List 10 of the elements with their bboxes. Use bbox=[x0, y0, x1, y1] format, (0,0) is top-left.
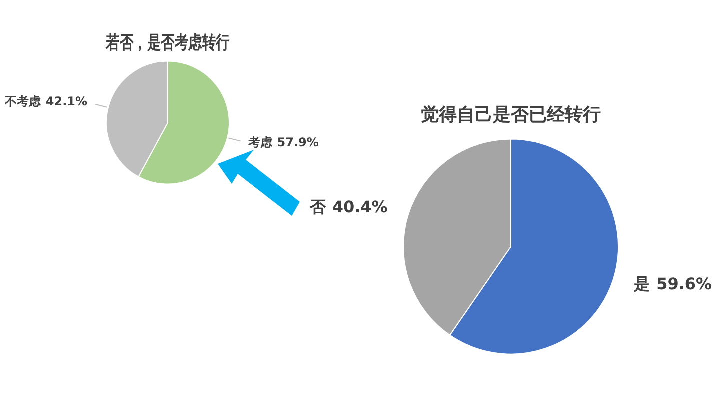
slice-label: 是 bbox=[633, 274, 650, 294]
data-label: 40.4% bbox=[332, 198, 388, 217]
data-label: 42.1% bbox=[46, 94, 88, 109]
chart-title: 若否，是否考虑转行 bbox=[105, 32, 230, 53]
chart-title: 觉得自己是否已经转行 bbox=[420, 104, 601, 126]
data-label: 59.6% bbox=[656, 274, 712, 294]
slice-label: 否 bbox=[308, 198, 327, 217]
slice-label: 考虑 bbox=[247, 135, 274, 150]
data-label: 57.9% bbox=[277, 135, 319, 150]
slice-label: 不考虑 bbox=[4, 94, 42, 109]
